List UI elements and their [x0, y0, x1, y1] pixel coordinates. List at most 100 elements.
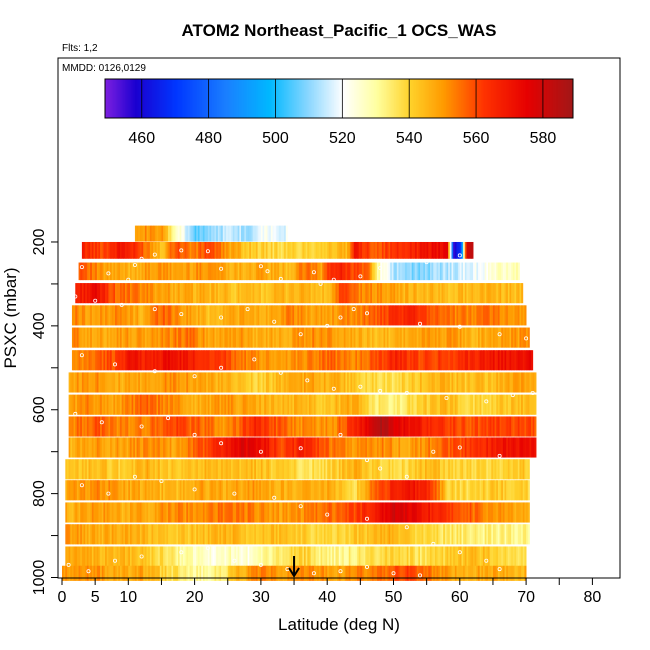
heatmap-cell — [81, 327, 84, 348]
heatmap-cell — [184, 502, 187, 523]
heatmap-cell — [234, 394, 237, 415]
heatmap-cell — [187, 394, 191, 415]
heatmap-cell — [448, 437, 451, 458]
heatmap-cell — [469, 524, 472, 545]
heatmap-cell — [71, 480, 74, 501]
heatmap-cell — [181, 372, 184, 393]
heatmap-cell — [509, 565, 512, 581]
heatmap-cell — [393, 350, 396, 371]
heatmap-cell — [444, 327, 447, 348]
heatmap-cell — [315, 394, 318, 415]
heatmap-cell — [312, 394, 315, 415]
heatmap-cell — [504, 546, 507, 567]
heatmap-cell — [395, 372, 398, 393]
heatmap-cell — [95, 502, 98, 523]
heatmap-cell — [487, 372, 491, 393]
heatmap-cell — [504, 283, 507, 304]
sample-point — [179, 312, 184, 317]
heatmap-cell — [502, 524, 505, 545]
heatmap-cell — [421, 394, 424, 415]
heatmap-cell — [473, 327, 476, 348]
heatmap-cell — [497, 565, 500, 581]
heatmap-cell — [328, 283, 331, 304]
heatmap-cell — [308, 327, 312, 348]
heatmap-cell — [327, 283, 330, 304]
heatmap-cell — [489, 350, 492, 371]
heatmap-cell — [371, 350, 375, 371]
heatmap-cell — [197, 502, 200, 523]
heatmap-cell — [307, 459, 310, 480]
heatmap-cell — [479, 437, 482, 458]
heatmap-cell — [126, 546, 129, 567]
heatmap-cell — [148, 480, 151, 501]
heatmap-cell — [502, 416, 505, 437]
heatmap-cell — [308, 416, 312, 437]
heatmap-cell — [479, 262, 482, 281]
heatmap-cell — [451, 459, 454, 480]
heatmap-cell — [448, 459, 451, 480]
heatmap-cell — [141, 283, 144, 304]
heatmap-cell — [176, 225, 179, 242]
heatmap-cell — [338, 327, 341, 348]
heatmap-cell — [262, 565, 265, 581]
heatmap-cell — [144, 372, 147, 393]
heatmap-cell — [189, 502, 192, 523]
heatmap-cell — [214, 502, 217, 523]
heatmap-cell — [146, 225, 149, 242]
heatmap-cell — [323, 524, 326, 545]
sample-point — [99, 420, 104, 425]
heatmap-cell — [231, 565, 234, 581]
heatmap-cell — [391, 437, 394, 458]
heatmap-cell — [95, 459, 98, 480]
colorbar-segment — [318, 79, 322, 118]
heatmap-cell — [376, 546, 379, 567]
heatmap-cell — [499, 524, 502, 545]
heatmap-cell — [358, 372, 361, 393]
heatmap-cell — [365, 524, 368, 545]
heatmap-cell — [461, 327, 464, 348]
heatmap-cell — [227, 459, 230, 480]
heatmap-cell — [194, 524, 197, 545]
heatmap-cell — [124, 372, 128, 393]
heatmap-cell — [113, 372, 116, 393]
heatmap-cell — [149, 283, 152, 304]
heatmap-cell — [274, 565, 277, 581]
heatmap-cell — [454, 394, 457, 415]
heatmap-cell — [91, 480, 94, 501]
heatmap-cell — [108, 283, 111, 304]
heatmap-cell — [209, 372, 212, 393]
heatmap-cell — [183, 241, 186, 259]
colorbar-segment — [323, 79, 327, 118]
colorbar-segment — [237, 79, 240, 118]
heatmap-cell — [494, 524, 497, 545]
heatmap-cell — [186, 350, 189, 371]
heatmap-cell — [250, 437, 254, 458]
heatmap-cell — [219, 546, 222, 567]
heatmap-cell — [534, 372, 537, 393]
heatmap-cell — [90, 350, 93, 371]
heatmap-cell — [506, 372, 509, 393]
heatmap-cell — [285, 459, 288, 480]
heatmap-cell — [80, 524, 83, 545]
colorbar-segment — [415, 79, 418, 118]
heatmap-cell — [436, 241, 439, 259]
heatmap-cell — [469, 416, 472, 437]
heatmap-cell — [448, 305, 451, 326]
heatmap-cell — [424, 305, 428, 326]
heatmap-cell — [451, 416, 454, 437]
heatmap-cell — [416, 241, 419, 259]
heatmap-cell — [531, 437, 534, 458]
heatmap-cell — [184, 524, 187, 545]
heatmap-cell — [249, 327, 252, 348]
heatmap-cell — [234, 565, 237, 581]
heatmap-cell — [148, 305, 151, 326]
heatmap-cell — [241, 262, 244, 281]
heatmap-cell — [330, 241, 333, 259]
heatmap-cell — [287, 416, 290, 437]
heatmap-cell — [408, 372, 411, 393]
heatmap-cell — [434, 437, 437, 458]
heatmap-cell — [343, 372, 346, 393]
heatmap-cell — [429, 262, 433, 281]
heatmap-cell — [257, 416, 260, 437]
heatmap-cell — [290, 372, 293, 393]
